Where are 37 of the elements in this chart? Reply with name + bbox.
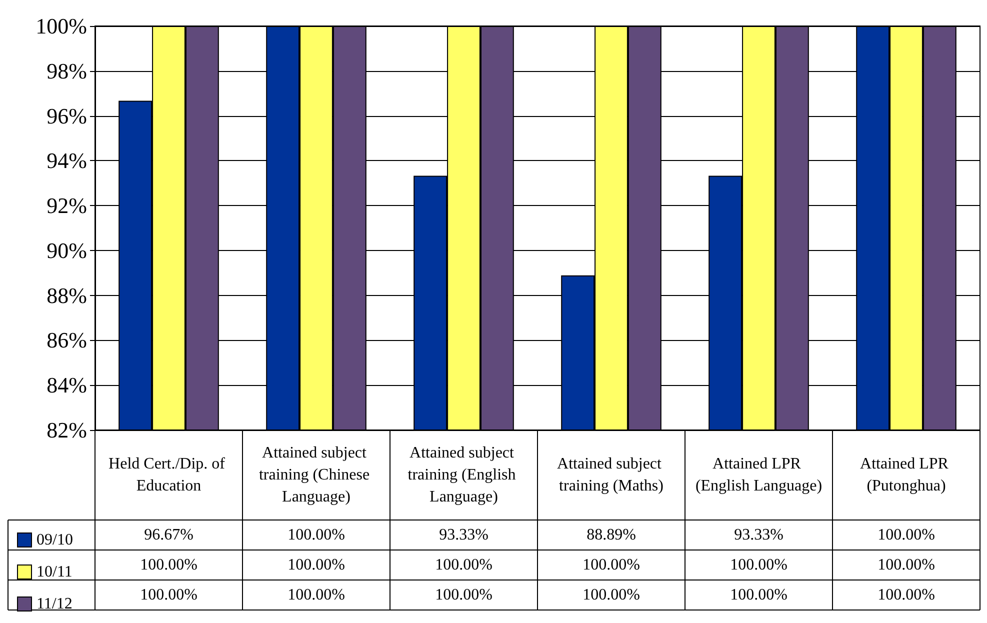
y-tick-label: 86% [46,328,87,353]
data-label: 100.00% [435,586,492,604]
x-tick-label: Held Cert./Dip. of Education [108,456,229,494]
y-tick-label: 90% [46,238,87,263]
data-label: 100.00% [878,556,935,574]
data-label: 100.00% [288,556,345,574]
legend-label: 10/11 [36,564,72,580]
data-label: 93.33% [439,526,488,544]
data-label: 96.67% [144,526,194,544]
data-label: 93.33% [734,526,784,544]
data-label: 100.00% [878,586,935,604]
data-label: 100.00% [730,556,788,574]
y-tick-label: 88% [46,282,87,308]
data-label: 88.89% [586,526,636,544]
data-label: 100.00% [730,586,788,604]
data-label: 100.00% [582,586,640,604]
x-tick-label: Attained LPR (Putonghua) [860,456,952,494]
data-label: 100.00% [140,586,198,604]
y-tick-label: 94% [46,148,87,174]
y-tick-label: 96% [46,103,87,128]
data-label: 100.00% [140,556,198,574]
data-label: 100.00% [288,526,345,544]
y-tick-label: 82% [46,418,87,442]
y-tick-label: 92% [46,193,87,218]
x-tick-label: Attained subject training (English Language) [408,444,520,506]
y-tick-label: 98% [46,58,87,84]
legend-label: 09/10 [36,532,73,548]
y-tick-label: 84% [46,372,87,398]
x-tick-label: Attained LPR (English Language) [695,456,822,494]
legend-label: 11/12 [36,596,72,612]
data-label: 100.00% [582,556,640,574]
x-tick-label: Attained subject training (Chinese Language) [258,444,374,506]
data-label: 100.00% [288,586,345,604]
data-label: 100.00% [435,556,492,574]
data-label: 100.00% [878,526,935,544]
x-tick-label: Attained subject training (Maths) [557,456,666,494]
y-tick-label: 100% [36,14,87,38]
